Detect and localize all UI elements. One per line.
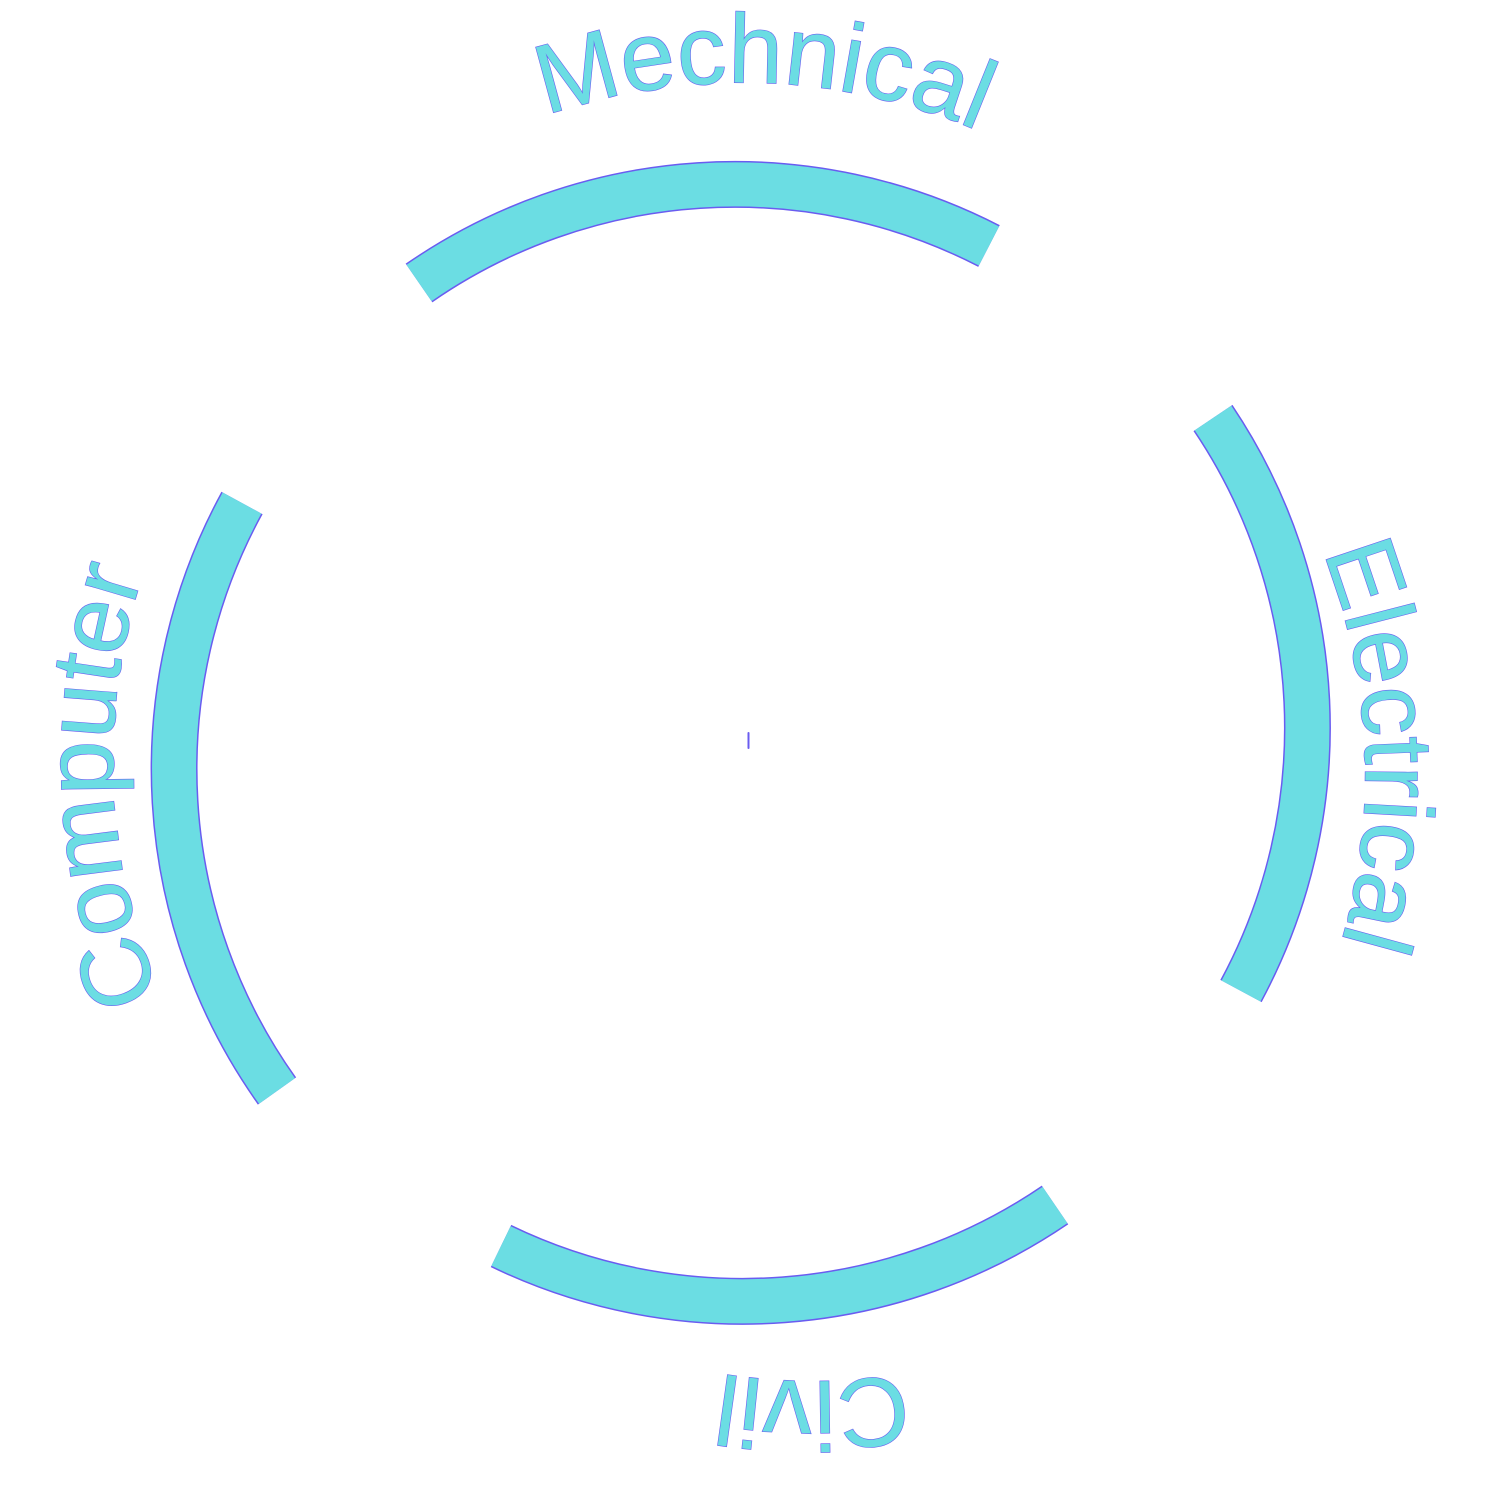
computer-arc: [152, 492, 295, 1104]
civil-label: Civil: [709, 1353, 914, 1470]
electrical-arc: [1194, 405, 1330, 1002]
mechanical-label: Mechnical: [522, 0, 1010, 150]
segment-computer[interactable]: Computer: [23, 491, 297, 1105]
center-mark: [747, 732, 750, 749]
mechanical-arc: [406, 162, 1000, 302]
segment-mechanical[interactable]: Mechnical: [405, 0, 1012, 303]
segment-electrical[interactable]: Electrical: [1193, 404, 1455, 1003]
civil-arc: [491, 1186, 1068, 1324]
segment-civil[interactable]: Civil: [490, 1185, 1069, 1471]
